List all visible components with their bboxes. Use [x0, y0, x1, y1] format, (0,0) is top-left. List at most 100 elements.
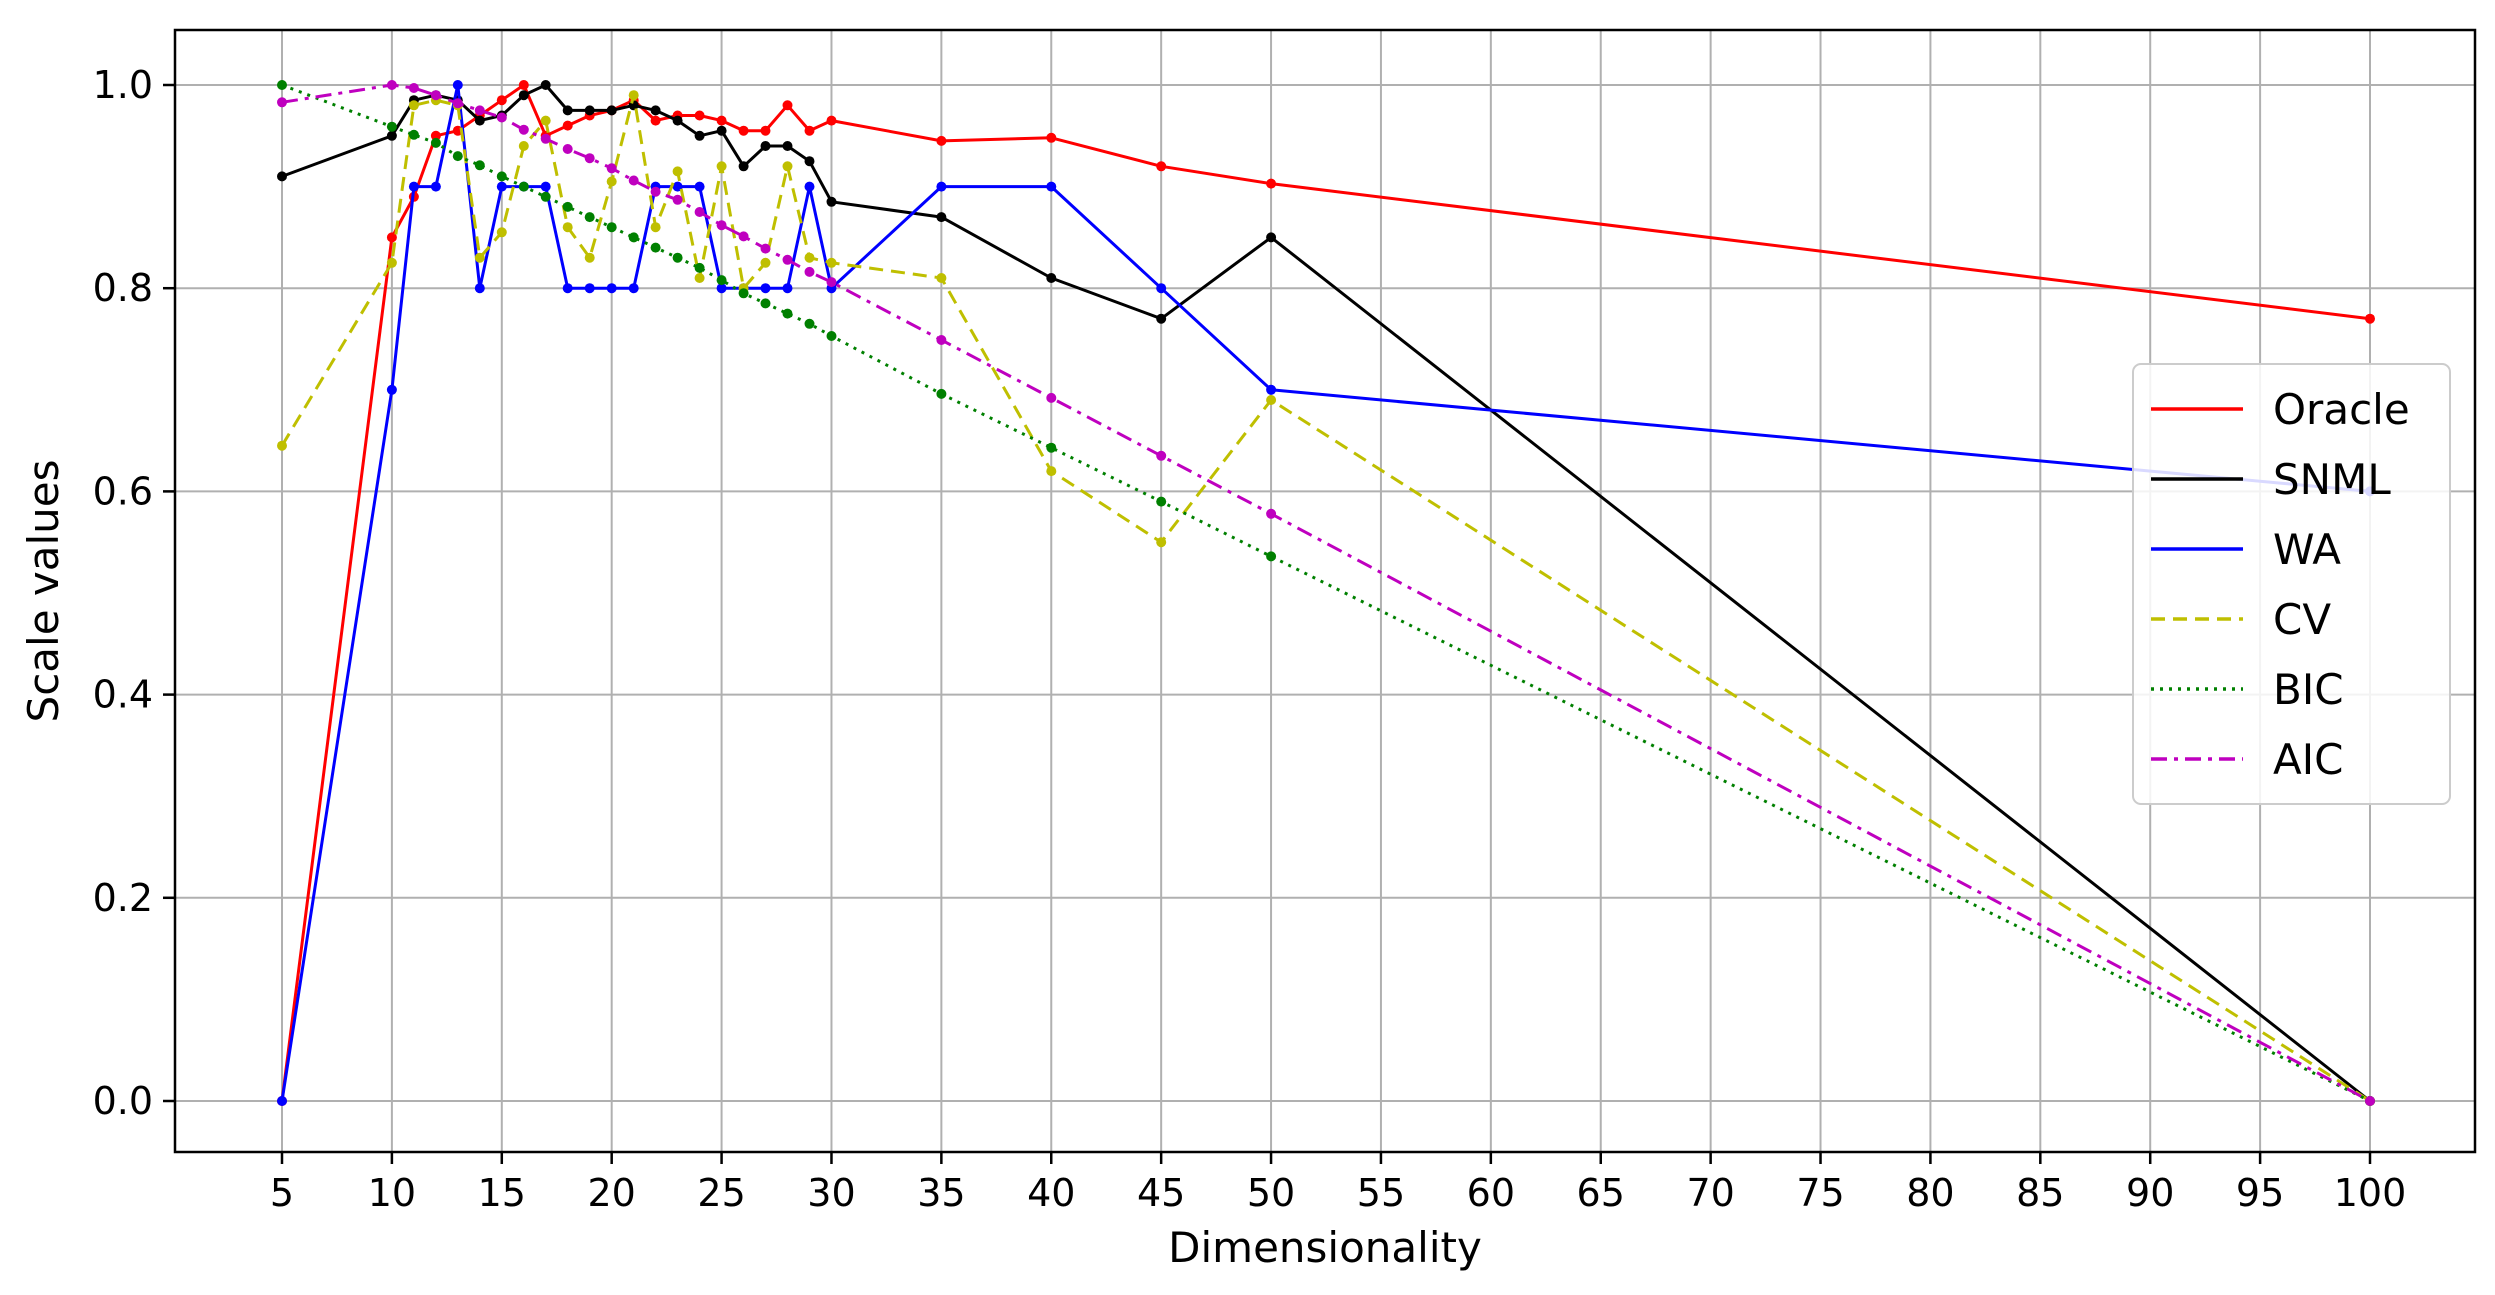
data-point-aic — [277, 97, 287, 108]
y-tick-label: 0.0 — [93, 1079, 153, 1123]
data-point-cv — [826, 257, 837, 268]
data-point-aic — [694, 207, 705, 217]
data-point-wa — [430, 181, 441, 192]
x-tick-label: 10 — [368, 1171, 416, 1215]
data-point-bic — [1156, 496, 1167, 507]
data-point-aic — [1266, 508, 1277, 519]
data-point-cv — [277, 440, 287, 451]
data-point-bic — [826, 331, 837, 341]
y-tick-label: 0.8 — [93, 266, 153, 310]
data-point-wa — [1046, 181, 1057, 192]
data-point-aic — [474, 105, 485, 116]
data-point-cv — [474, 252, 485, 263]
data-point-aic — [408, 83, 419, 93]
legend-label-snml: SNML — [2273, 455, 2391, 504]
data-point-cv — [716, 161, 727, 172]
data-point-aic — [584, 153, 595, 164]
data-point-bic — [562, 201, 573, 212]
data-point-snml — [1266, 232, 1277, 243]
x-tick-label: 70 — [1686, 1171, 1734, 1215]
data-point-cv — [760, 257, 771, 268]
data-point-bic — [474, 160, 485, 171]
data-point-cv — [496, 227, 507, 238]
data-point-aic — [452, 98, 463, 109]
x-tick-label: 90 — [2126, 1171, 2174, 1215]
x-tick-label: 30 — [807, 1171, 855, 1215]
data-point-oracle — [518, 80, 529, 90]
data-point-snml — [518, 90, 529, 101]
data-point-cv — [672, 166, 683, 177]
data-point-snml — [474, 115, 485, 126]
data-point-oracle — [1266, 178, 1277, 189]
data-point-snml — [606, 105, 617, 116]
data-point-cv — [1156, 537, 1167, 548]
data-point-cv — [782, 161, 793, 172]
data-point-bic — [386, 121, 397, 132]
data-point-oracle — [2365, 313, 2375, 324]
data-point-cv — [386, 257, 397, 268]
x-tick-label: 85 — [2016, 1171, 2064, 1215]
series-bic — [277, 80, 2375, 1106]
data-point-snml — [826, 196, 837, 207]
x-tick-label: 40 — [1027, 1171, 1075, 1215]
data-point-aic — [782, 254, 793, 265]
legend-label-oracle: Oracle — [2273, 385, 2410, 434]
data-point-bic — [782, 308, 793, 319]
axis-ticks: 5 10 15 20 25 30 35 40 45 50 55 60 65 70 75 80 85 90 95 100… — [93, 63, 2407, 1215]
data-point-snml — [782, 141, 793, 151]
x-tick-label: 75 — [1796, 1171, 1844, 1215]
data-point-snml — [650, 105, 661, 116]
data-point-cv — [606, 176, 617, 187]
data-point-wa — [716, 283, 727, 294]
legend-box — [2132, 363, 2451, 805]
data-point-snml — [694, 130, 705, 141]
data-point-oracle — [826, 115, 837, 126]
data-point-aic — [562, 144, 573, 154]
data-point-snml — [1156, 313, 1167, 324]
data-point-cv — [650, 222, 661, 233]
legend-item-cv: CV — [2151, 595, 2331, 644]
data-point-bic — [760, 298, 771, 309]
data-point-aic — [804, 266, 815, 277]
legend-label-cv: CV — [2273, 595, 2331, 644]
data-point-aic — [738, 231, 749, 242]
data-point-bic — [694, 262, 705, 273]
data-point-bic — [628, 232, 639, 243]
x-tick-label: 65 — [1577, 1171, 1625, 1215]
data-point-cv — [936, 273, 947, 283]
data-point-oracle — [782, 100, 793, 111]
data-point-cv — [562, 222, 573, 233]
data-point-wa — [760, 283, 771, 294]
data-point-bic — [496, 171, 507, 182]
data-point-snml — [562, 105, 573, 116]
data-point-snml — [760, 141, 771, 151]
data-point-wa — [277, 1096, 287, 1106]
data-point-cv — [694, 273, 705, 283]
data-point-bic — [430, 137, 441, 148]
data-point-aic — [496, 112, 507, 123]
legend-item-oracle: Oracle — [2151, 385, 2410, 434]
data-point-aic — [430, 90, 441, 101]
data-point-wa — [540, 181, 551, 192]
plot-series — [277, 80, 2375, 1106]
data-point-wa — [408, 181, 419, 192]
legend-item-aic: AIC — [2151, 735, 2343, 784]
data-point-snml — [584, 105, 595, 116]
data-point-wa — [1266, 384, 1277, 395]
data-point-aic — [650, 186, 661, 197]
data-point-oracle — [716, 115, 727, 126]
y-axis-label: Scale values — [19, 460, 68, 723]
data-point-oracle — [1046, 132, 1057, 143]
x-tick-label: 45 — [1137, 1171, 1185, 1215]
data-point-bic — [452, 151, 463, 162]
data-point-aic — [760, 243, 771, 254]
x-tick-label: 15 — [478, 1171, 526, 1215]
x-tick-label: 95 — [2236, 1171, 2284, 1215]
legend: Oracle SNML WA CV BIC AIC — [2132, 363, 2451, 805]
data-point-snml — [672, 115, 683, 126]
data-point-aic — [628, 175, 639, 186]
x-tick-label: 35 — [917, 1171, 965, 1215]
data-point-wa — [694, 181, 705, 192]
